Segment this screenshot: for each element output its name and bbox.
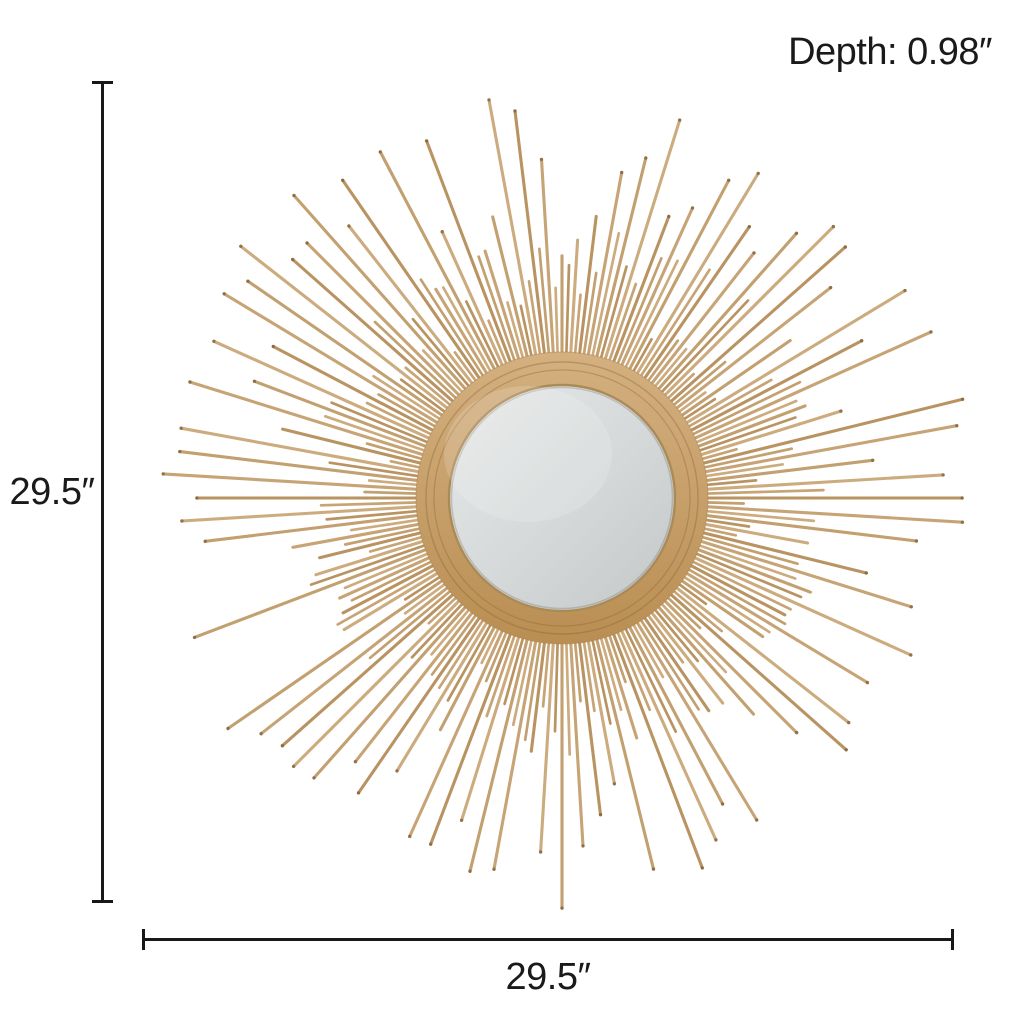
width-dimension-left-cap [142, 929, 145, 950]
height-dimension-line [101, 82, 104, 903]
height-dimension-bottom-cap [92, 900, 113, 903]
spoke-tip-dots [161, 98, 965, 910]
height-dimension-top-cap [92, 81, 113, 84]
depth-label: Depth: 0.98″ [788, 31, 992, 73]
width-dimension-right-cap [951, 929, 954, 950]
height-dimension-label: 29.5″ [9, 471, 95, 513]
mirror-glass [444, 383, 677, 613]
width-dimension-line [142, 938, 954, 941]
width-dimension-label: 29.5″ [505, 956, 591, 998]
spokes-main-layer [161, 98, 965, 910]
